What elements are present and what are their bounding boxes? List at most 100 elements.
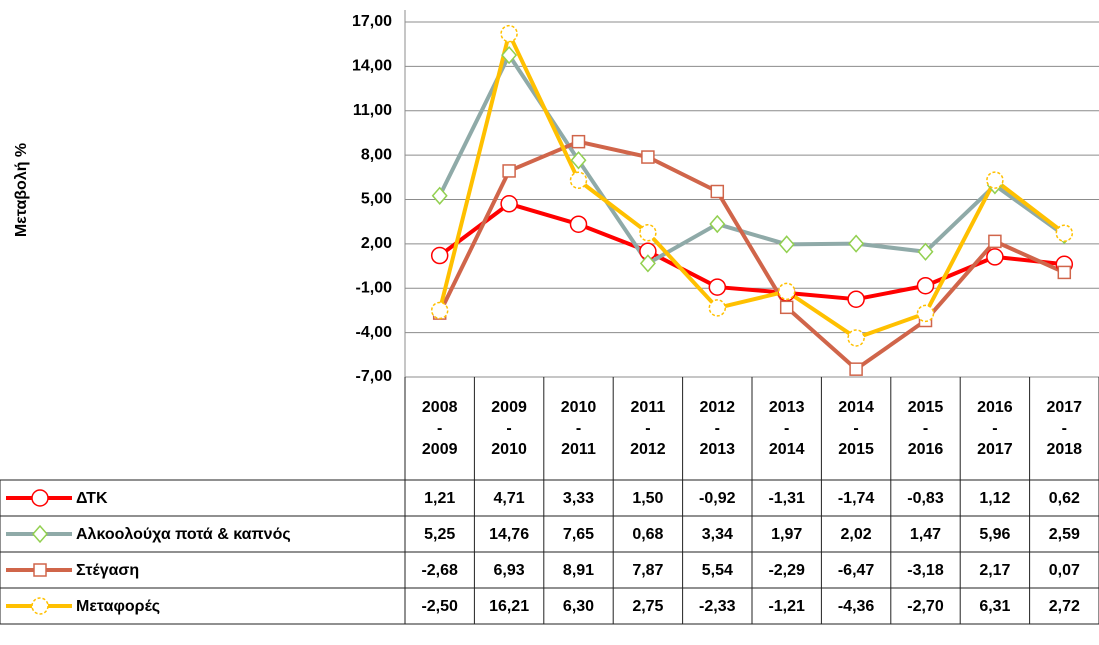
marker <box>916 304 935 323</box>
category-label: 2009 - 2010 <box>491 399 527 458</box>
marker <box>1055 224 1074 242</box>
data-label: 2,75 <box>632 597 664 615</box>
data-label: -0,83 <box>907 489 944 507</box>
marker <box>431 186 448 205</box>
legend-marker <box>32 524 48 544</box>
data-label: 2,17 <box>979 561 1011 579</box>
category-label: 2008 - 2009 <box>421 399 458 458</box>
marker <box>849 362 863 376</box>
marker <box>641 150 655 164</box>
data-label: -3,18 <box>907 561 944 579</box>
data-label: -0,92 <box>699 489 736 507</box>
legend-marker <box>31 489 49 507</box>
category-label: 2013 - 2014 <box>768 399 805 458</box>
marker <box>847 290 865 308</box>
legend-marker <box>31 597 49 615</box>
y-tick-label: 11,00 <box>353 102 392 119</box>
data-label: -2,29 <box>768 561 805 579</box>
marker <box>569 215 588 233</box>
marker <box>778 235 795 254</box>
data-label: -6,47 <box>837 561 875 579</box>
data-label: -2,68 <box>421 561 458 579</box>
data-label: 7,87 <box>632 561 664 579</box>
data-label: 2,59 <box>1048 525 1080 543</box>
data-label: 5,25 <box>424 525 456 543</box>
category-label: 2011 - 2012 <box>630 399 666 458</box>
legend-label: Στέγαση <box>76 561 140 579</box>
data-label: 0,07 <box>1048 561 1080 579</box>
legend-label: ΔΤΚ <box>76 489 108 507</box>
series-line <box>437 31 1066 340</box>
marker <box>569 171 588 190</box>
category-label: 2014 - 2015 <box>838 399 874 458</box>
marker <box>708 278 727 296</box>
data-label: 1,97 <box>771 525 803 543</box>
y-tick-label: 14,00 <box>352 58 392 75</box>
data-label: 5,96 <box>979 525 1011 543</box>
data-label: 5,54 <box>701 561 733 579</box>
y-tick-label: 2,00 <box>361 235 392 252</box>
marker <box>501 45 518 65</box>
y-tick-label: -7,00 <box>356 368 393 385</box>
data-label: 2,02 <box>840 525 872 543</box>
data-label: 6,31 <box>979 597 1011 615</box>
y-tick-label: -4,00 <box>356 324 393 341</box>
data-label: 2,72 <box>1048 597 1080 615</box>
category-label: 2010 - 2011 <box>560 399 597 458</box>
marker <box>570 151 587 170</box>
marker <box>500 24 518 43</box>
data-label: 1,12 <box>979 489 1011 507</box>
marker <box>986 248 1004 266</box>
data-label: -4,36 <box>837 597 875 615</box>
data-label: 6,30 <box>562 597 595 615</box>
marker <box>502 164 516 178</box>
legend-marker <box>33 563 47 577</box>
marker <box>571 134 586 149</box>
data-label: 6,93 <box>493 561 525 579</box>
data-label: -1,31 <box>768 489 805 507</box>
legend-label: Αλκοολούχα ποτά & καπνός <box>76 525 291 543</box>
data-label: 1,21 <box>424 489 456 507</box>
y-tick-label: 17,00 <box>352 13 392 30</box>
category-label: 2017 - 2018 <box>1046 399 1083 458</box>
marker <box>1057 265 1072 280</box>
series-line <box>437 139 1066 372</box>
data-label: 1,47 <box>909 525 942 543</box>
data-label: 3,33 <box>562 489 595 507</box>
data-label: 3,34 <box>701 525 733 543</box>
marker <box>917 242 934 261</box>
y-tick-label: -1,00 <box>356 279 393 296</box>
marker <box>777 282 796 301</box>
data-label: -2,70 <box>907 597 944 615</box>
data-label: -2,50 <box>421 597 458 615</box>
marker <box>709 214 726 234</box>
data-label: -1,21 <box>768 597 805 615</box>
data-label: 4,71 <box>493 489 525 507</box>
y-tick-label: 8,00 <box>361 146 392 163</box>
marker <box>847 329 865 347</box>
data-label: 1,50 <box>632 489 664 507</box>
marker <box>986 171 1004 189</box>
y-axis-label: Μεταβολή % <box>13 143 30 237</box>
category-label: 2012 - 2013 <box>699 399 736 458</box>
marker <box>639 224 657 242</box>
data-label: 8,91 <box>562 561 595 579</box>
marker <box>916 276 935 295</box>
marker <box>430 246 449 265</box>
marker <box>848 234 865 253</box>
data-label: 16,21 <box>489 597 530 615</box>
data-label: -2,33 <box>699 597 736 615</box>
marker <box>500 195 518 213</box>
data-label: 14,76 <box>489 525 530 543</box>
series-line <box>438 201 1065 302</box>
marker <box>988 234 1002 249</box>
data-label: 0,62 <box>1048 489 1080 507</box>
data-label: 0,68 <box>632 525 664 543</box>
marker <box>708 299 727 317</box>
marker <box>430 301 449 320</box>
marker <box>710 184 725 199</box>
y-tick-label: 5,00 <box>361 191 392 208</box>
data-label: -1,74 <box>837 489 875 507</box>
